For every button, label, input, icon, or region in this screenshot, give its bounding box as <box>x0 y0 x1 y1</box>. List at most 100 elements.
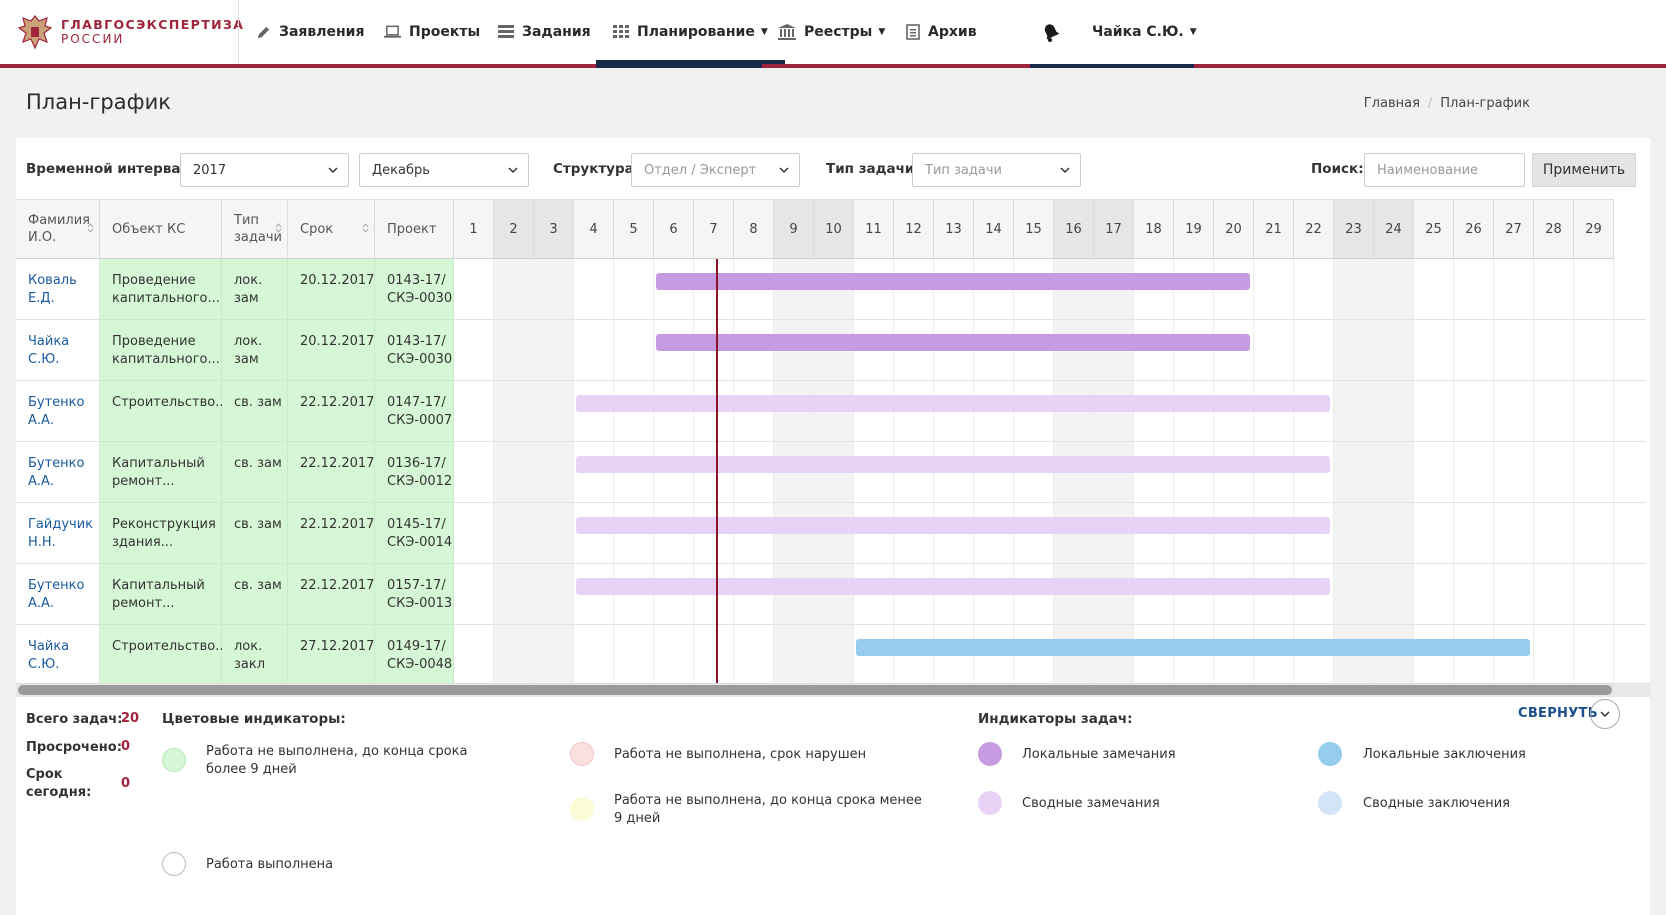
day-cell <box>1334 503 1374 564</box>
legend-text: Локальные заключения <box>1363 747 1526 762</box>
day-cell <box>454 381 494 442</box>
cell-object: Строительство... <box>100 381 228 442</box>
day-cell <box>1574 625 1614 683</box>
structure-select[interactable]: Отдел / Эксперт <box>631 153 800 187</box>
day-cell <box>1494 381 1534 442</box>
column-header-project[interactable]: Проект <box>375 199 454 259</box>
cell-name[interactable]: Коваль Е.Д. <box>16 259 100 320</box>
task-type-select[interactable]: Тип задачи <box>912 153 1081 187</box>
day-cell <box>1454 503 1494 564</box>
task-bar[interactable] <box>576 395 1330 412</box>
day-cell <box>1334 259 1374 320</box>
task-legend-title: Индикаторы задач: <box>978 711 1133 727</box>
brand-logo[interactable]: ГЛАВГОСЭКСПЕРТИЗА РОССИИ <box>17 12 244 52</box>
day-cell <box>494 564 534 625</box>
chevron-down-icon <box>328 167 338 174</box>
year-select[interactable]: 2017 <box>180 153 349 187</box>
day-cell <box>1294 442 1334 503</box>
cell-deadline: 22.12.2017 <box>288 564 375 625</box>
day-cell <box>534 564 574 625</box>
day-cell <box>1574 381 1614 442</box>
day-cell <box>1374 503 1414 564</box>
cell-text: Реконструкция здания... <box>112 517 216 550</box>
cell-name[interactable]: Чайка С.Ю. <box>16 625 100 683</box>
day-header: 19 <box>1174 199 1214 259</box>
breadcrumb-home[interactable]: Главная <box>1363 96 1420 111</box>
cell-text: Проведение капитального... <box>112 334 220 367</box>
day-cell <box>1414 564 1454 625</box>
due-today-label: Срок сегодня: <box>26 767 92 800</box>
nav-item-registries[interactable]: Реестры ▼ <box>778 0 885 64</box>
day-cell <box>1414 442 1454 503</box>
day-header: 16 <box>1054 199 1094 259</box>
legend-dot-summary-conclusions <box>1318 791 1342 815</box>
sort-icon[interactable] <box>87 222 94 234</box>
cell-name[interactable]: Бутенко А.А. <box>16 564 100 625</box>
legend-dot-red <box>570 742 594 766</box>
task-bar[interactable] <box>656 334 1250 351</box>
nav-item-applications[interactable]: Заявления <box>256 0 364 64</box>
legend-dot-local-conclusions <box>1318 742 1342 766</box>
cell-text: Чайка С.Ю. <box>28 334 70 367</box>
collapse-link[interactable]: СВЕРНУТЬ <box>1518 706 1598 721</box>
column-header-name[interactable]: Фамилия И.О. <box>16 199 100 259</box>
cell-type: св. зам <box>222 564 288 625</box>
day-cell <box>1374 320 1414 381</box>
grid-icon <box>613 25 629 38</box>
day-cell <box>1454 259 1494 320</box>
cell-text: лок. зам <box>234 334 263 367</box>
cell-text: лок. закл <box>234 639 266 672</box>
column-header-object[interactable]: Объект КС <box>100 199 222 259</box>
cell-name[interactable]: Бутенко А.А. <box>16 381 100 442</box>
scrollbar-thumb[interactable] <box>18 685 1612 695</box>
day-cell <box>1334 381 1374 442</box>
cell-name[interactable]: Гайдучик Н.Н. <box>16 503 100 564</box>
cell-project: 0143-17/ СКЭ-0030 <box>375 320 454 381</box>
nav-item-planning[interactable]: Планирование ▼ <box>596 0 785 64</box>
task-bar[interactable] <box>576 517 1330 534</box>
day-cell <box>534 381 574 442</box>
column-header-deadline[interactable]: Срок <box>288 199 375 259</box>
sort-icon[interactable] <box>275 222 282 234</box>
notifications-button[interactable] <box>1040 0 1070 64</box>
month-select[interactable]: Декабрь <box>359 153 529 187</box>
nav-item-archive[interactable]: Архив <box>906 0 977 64</box>
brand-line1: ГЛАВГОСЭКСПЕРТИЗА <box>61 17 245 32</box>
day-cell <box>1374 259 1414 320</box>
cell-text: 0143-17/ СКЭ-0030 <box>387 334 453 367</box>
sort-icon[interactable] <box>362 222 369 234</box>
cell-deadline: 22.12.2017 <box>288 503 375 564</box>
day-cell <box>1294 259 1334 320</box>
day-header: 25 <box>1414 199 1454 259</box>
day-cell <box>1294 381 1334 442</box>
overdue-value: 0 <box>121 739 131 754</box>
day-header: 15 <box>1014 199 1054 259</box>
task-bar[interactable] <box>576 578 1330 595</box>
cell-name[interactable]: Бутенко А.А. <box>16 442 100 503</box>
day-cell <box>1454 381 1494 442</box>
task-bar[interactable] <box>656 273 1250 290</box>
task-bar[interactable] <box>576 456 1330 473</box>
header-label: Срок <box>300 221 334 237</box>
day-header: 14 <box>974 199 1014 259</box>
cell-text: св. зам <box>234 456 282 471</box>
nav-item-projects[interactable]: Проекты <box>384 0 480 64</box>
weekend-column <box>1374 259 1414 683</box>
nav-item-tasks[interactable]: Задания <box>498 0 591 64</box>
cell-type: лок. закл <box>222 625 288 683</box>
cell-name[interactable]: Чайка С.Ю. <box>16 320 100 381</box>
day-cell <box>454 442 494 503</box>
day-cell <box>1494 625 1534 683</box>
task-bar[interactable] <box>856 639 1530 656</box>
day-cell <box>1374 564 1414 625</box>
search-input[interactable]: Наименование <box>1364 153 1525 187</box>
collapse-button[interactable] <box>1590 699 1620 729</box>
cell-object: Реконструкция здания... <box>100 503 222 564</box>
day-header: 23 <box>1334 199 1374 259</box>
user-menu[interactable]: Чайка С.Ю. ▼ <box>1092 0 1197 64</box>
day-cell <box>1534 503 1574 564</box>
cell-text: лок. зам <box>234 273 263 306</box>
breadcrumb-current: План-график <box>1440 96 1530 111</box>
apply-button[interactable]: Применить <box>1532 153 1636 187</box>
column-header-type[interactable]: Тип задачи <box>222 199 288 259</box>
